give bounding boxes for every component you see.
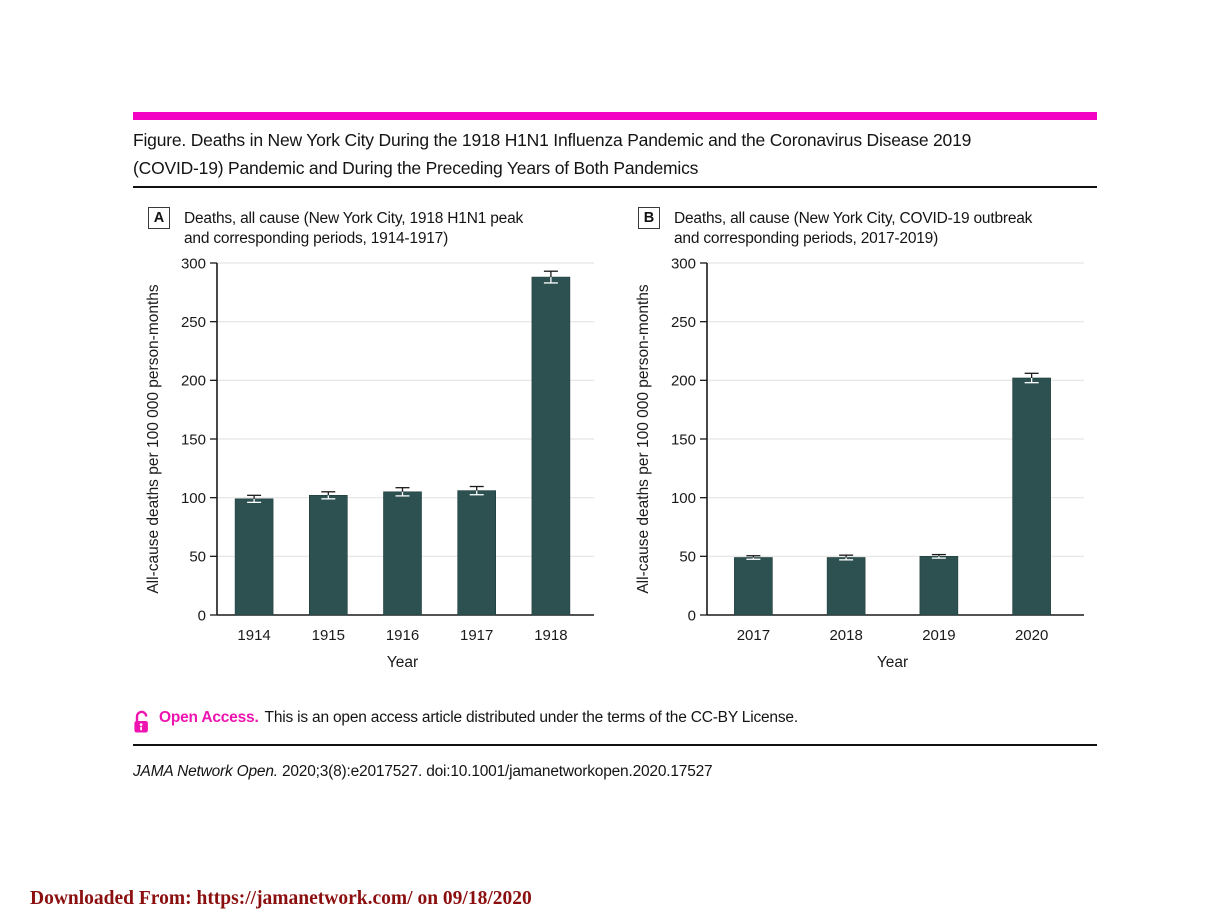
panel-b-label-box: B	[638, 207, 660, 229]
x-tick-label: 1915	[312, 627, 345, 644]
bar	[309, 495, 348, 616]
x-tick-label: 1917	[460, 627, 493, 644]
x-tick-label: 2019	[922, 627, 955, 644]
citation-journal: JAMA Network Open.	[133, 763, 278, 780]
error-bars	[247, 270, 558, 504]
x-tick-label: 1914	[237, 627, 270, 644]
bar	[234, 498, 274, 616]
bars	[234, 276, 571, 616]
y-tick-label: 150	[671, 431, 696, 448]
figure-title: Figure. Deaths in New York City During t…	[133, 126, 1099, 182]
panel-a-title-line2: and corresponding periods, 1914-1917)	[184, 230, 449, 247]
y-tick-label: 100	[671, 490, 696, 507]
x-tick-label: 1918	[534, 627, 567, 644]
bar	[826, 557, 866, 616]
y-tick-label: 50	[679, 549, 696, 566]
open-lock-icon	[134, 710, 148, 733]
top-accent-rule	[133, 112, 1097, 120]
panel-b-label: B	[643, 210, 655, 226]
y-tick-label: 0	[688, 607, 696, 624]
panel-a-bar-chart: 0 50 100 150 200 250 300 All-cause deaths per 1…	[145, 255, 594, 671]
panel-b-title-line1: Deaths, all cause (New York City, COVID-…	[674, 210, 1033, 227]
panel-a-title-line1: Deaths, all cause (New York City, 1918 H…	[184, 210, 524, 227]
x-tick-label: 1916	[386, 627, 419, 644]
y-tick-label: 150	[181, 431, 206, 448]
bar	[734, 557, 773, 616]
gridlines	[217, 262, 594, 557]
y-tick-label: 200	[671, 373, 696, 390]
y-axis-title: All-cause deaths per 100 000 person-mont…	[635, 284, 652, 594]
panel-b-bar-chart: 0 50 100 150 200 250 300 All-cause deaths per 1…	[635, 255, 1084, 671]
panel-b-title-line2: and corresponding periods, 2017-2019)	[674, 230, 939, 247]
open-access-label: Open Access.	[159, 709, 259, 726]
y-tick-label: 300	[181, 255, 206, 272]
open-access-text: This is an open access article distribut…	[264, 709, 799, 726]
y-tick-label: 250	[671, 314, 696, 331]
x-axis-title: Year	[387, 654, 418, 671]
bar	[457, 490, 497, 616]
x-tick-label: 2018	[829, 627, 862, 644]
downloaded-from-stamp: Downloaded From: https://jamanetwork.com…	[30, 888, 532, 909]
bar	[531, 276, 571, 616]
x-tick-label: 2017	[737, 627, 770, 644]
footer-divider-rule	[133, 744, 1097, 746]
y-tick-label: 100	[181, 490, 206, 507]
axis-labels: 0 50 100 150 200 250 300 All-cause deaths per 1…	[145, 255, 568, 671]
y-tick-label: 300	[671, 255, 696, 272]
y-tick-label: 200	[181, 373, 206, 390]
axis-labels: 0 50 100 150 200 250 300 All-cause deaths per 1…	[635, 255, 1048, 671]
open-access-text-block: Open Access. This is an open access artic…	[159, 709, 798, 727]
open-access-line: Open Access. This is an open access artic…	[133, 709, 1099, 734]
bar	[1012, 377, 1051, 616]
y-axis-title: All-cause deaths per 100 000 person-mont…	[145, 284, 162, 594]
y-tick-label: 250	[181, 314, 206, 331]
y-tick-label: 50	[189, 549, 206, 566]
panel-a-title: Deaths, all cause (New York City, 1918 H…	[184, 209, 604, 249]
bar	[383, 491, 422, 616]
y-tick-label: 0	[198, 607, 206, 624]
panel-b-title: Deaths, all cause (New York City, COVID-…	[674, 209, 1094, 249]
x-tick-label: 2020	[1015, 627, 1048, 644]
bar	[919, 556, 959, 616]
citation-line: JAMA Network Open. 2020;3(8):e2017527. d…	[133, 763, 1099, 781]
figure-title-line1: Figure. Deaths in New York City During t…	[133, 130, 972, 150]
bars	[734, 377, 1051, 616]
title-divider-rule	[133, 186, 1097, 188]
x-axis-title: Year	[877, 654, 908, 671]
panel-a-label: A	[153, 210, 165, 226]
error-bars	[746, 372, 1039, 561]
panel-a-label-box: A	[148, 207, 170, 229]
figure-title-line2: (COVID-19) Pandemic and During the Prece…	[133, 158, 699, 178]
citation-rest: 2020;3(8):e2017527. doi:10.1001/jamanetw…	[277, 763, 713, 780]
